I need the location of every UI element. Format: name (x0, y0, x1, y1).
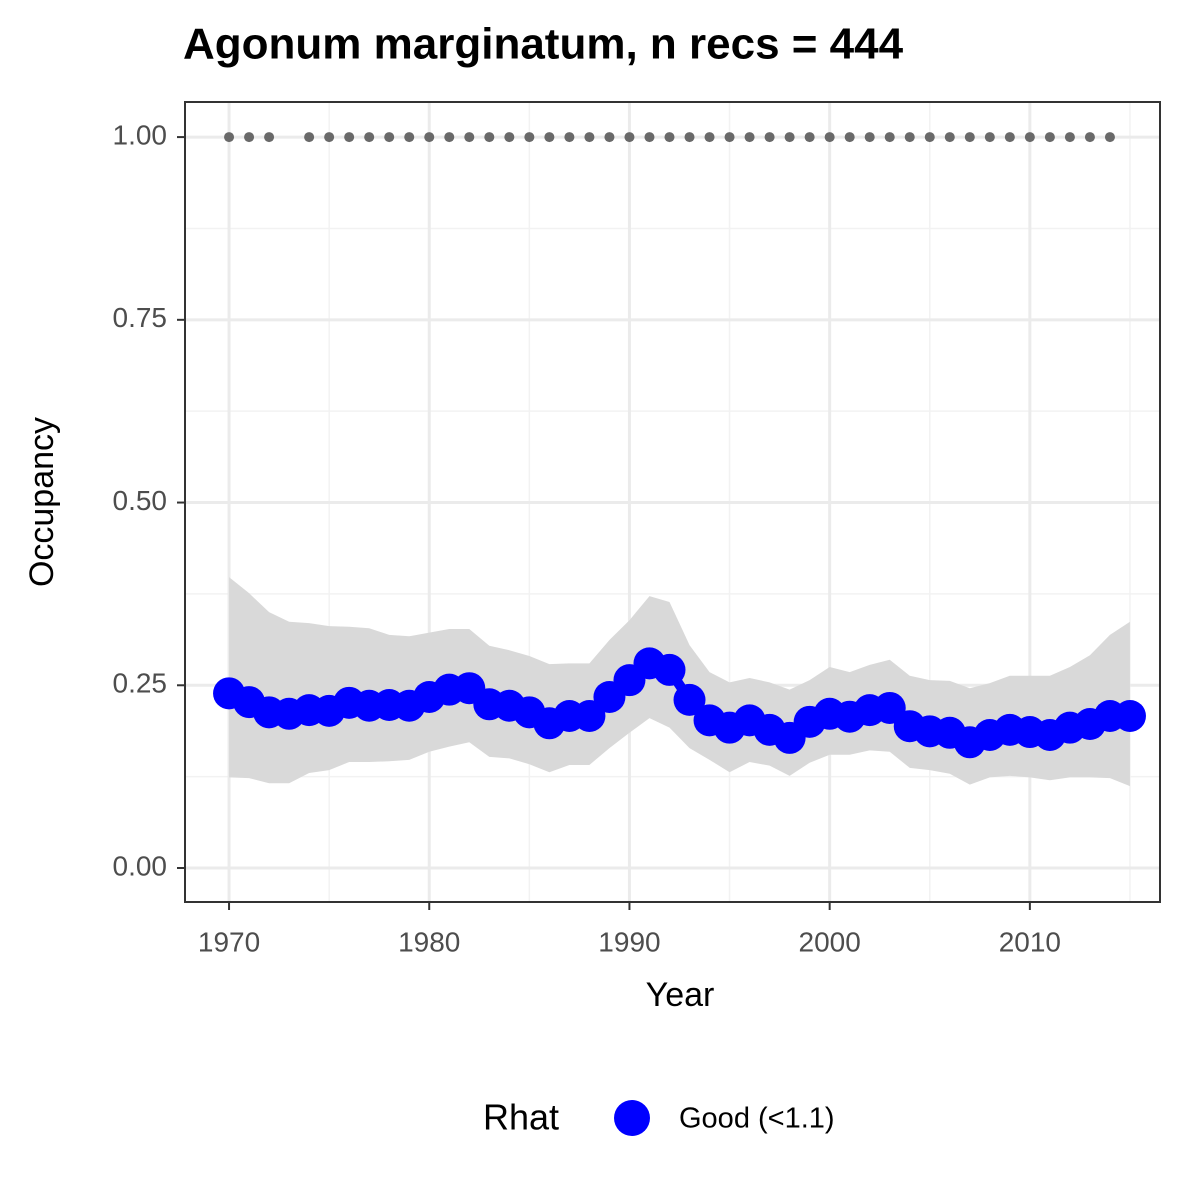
record-dot (904, 132, 915, 143)
plot-border (184, 101, 1161, 903)
record-dot (944, 132, 955, 143)
legend-title: Rhat (483, 1097, 559, 1138)
record-dot (704, 132, 715, 143)
chart-title: Agonum marginatum, n recs = 444 (183, 20, 904, 69)
record-dot (544, 132, 555, 143)
record-dot (344, 132, 355, 143)
record-dot (424, 132, 435, 143)
record-dot (524, 132, 535, 143)
record-dot (384, 132, 395, 143)
record-dot (444, 132, 455, 143)
record-dot (584, 132, 595, 143)
record-dot (404, 132, 415, 143)
record-dot (1064, 132, 1075, 143)
record-dot (624, 132, 635, 143)
record-dot (984, 132, 995, 143)
y-tick-label: 0.00 (113, 850, 168, 881)
record-dot (244, 132, 255, 143)
record-dot (484, 132, 495, 143)
y-tick-label: 0.25 (113, 668, 168, 699)
record-dot (364, 132, 375, 143)
record-dot (764, 132, 775, 143)
record-dot (824, 132, 835, 143)
record-dot (564, 132, 575, 143)
record-dot (1044, 132, 1055, 143)
record-dot (844, 132, 855, 143)
record-dot (664, 132, 675, 143)
legend-symbol (614, 1100, 650, 1136)
record-dot (964, 132, 975, 143)
record-dot (1004, 132, 1015, 143)
record-dot (324, 132, 335, 143)
record-dot (264, 132, 275, 143)
record-dot (724, 132, 735, 143)
x-tick-label: 1980 (398, 926, 460, 957)
y-tick-label: 0.75 (113, 302, 168, 333)
x-tick-label: 2010 (999, 926, 1061, 957)
record-dot (864, 132, 875, 143)
record-dot (1024, 132, 1035, 143)
y-axis-label: Occupancy (23, 417, 61, 587)
y-tick-label: 1.00 (113, 119, 168, 150)
record-dot (924, 132, 935, 143)
record-dot (464, 132, 475, 143)
record-dot (224, 132, 235, 143)
x-axis-label: Year (646, 976, 715, 1014)
legend-label: Good (<1.1) (679, 1103, 835, 1135)
point (573, 699, 606, 732)
record-dot (744, 132, 755, 143)
record-dot (804, 132, 815, 143)
record-dot (784, 132, 795, 143)
point (1113, 699, 1146, 732)
record-dot (684, 132, 695, 143)
record-dot (1104, 132, 1115, 143)
record-dot (1084, 132, 1095, 143)
record-dot (504, 132, 515, 143)
y-tick-label: 0.50 (113, 485, 168, 516)
record-dot (884, 132, 895, 143)
record-dot (644, 132, 655, 143)
point (673, 683, 706, 716)
x-tick-label: 1990 (598, 926, 660, 957)
x-tick-label: 1970 (198, 926, 260, 957)
record-dot (604, 132, 615, 143)
x-tick-label: 2000 (799, 926, 861, 957)
record-dot (304, 132, 315, 143)
point (653, 653, 686, 686)
